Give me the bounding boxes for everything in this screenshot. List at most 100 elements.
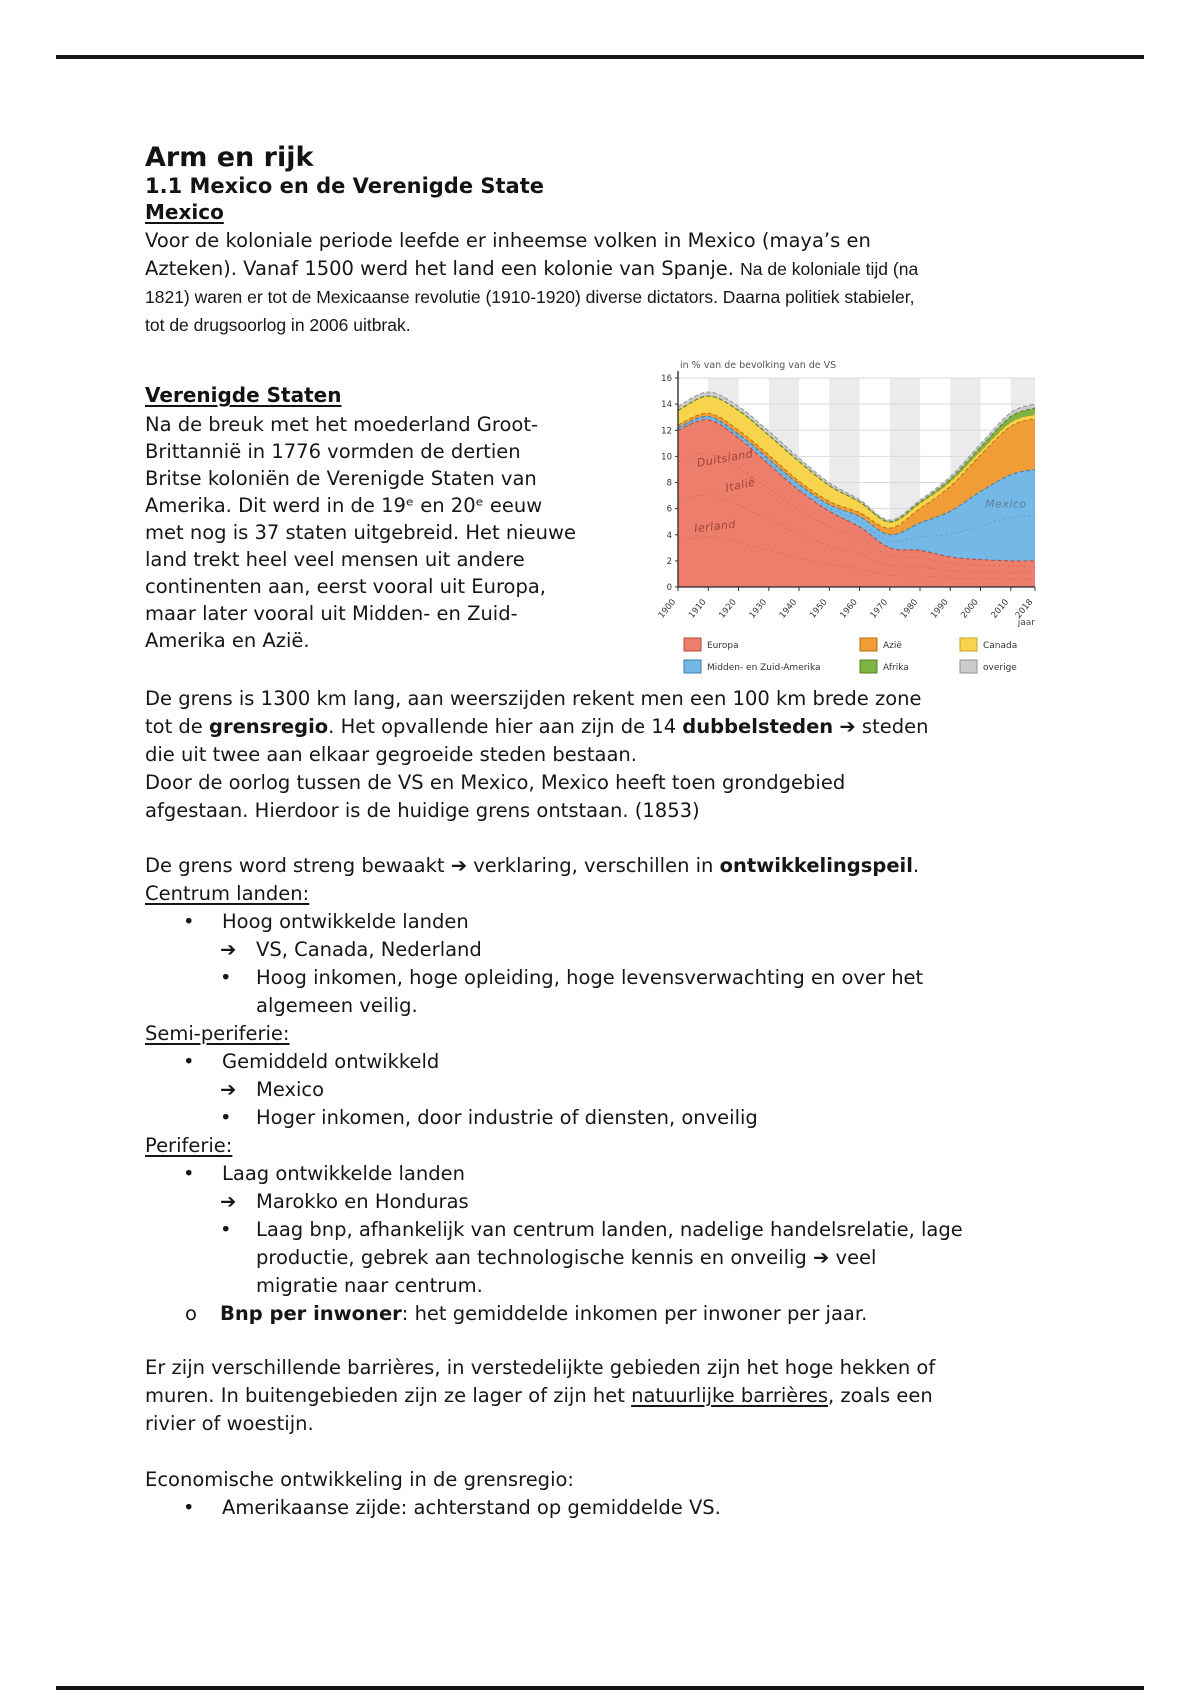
- y-tick-label: 16: [661, 374, 672, 384]
- y-tick-label: 8: [667, 479, 672, 489]
- list-item: • Gemiddeld ontwikkeld: [145, 1048, 1095, 1076]
- legend-item: overige: [959, 659, 1017, 674]
- boundary-5: [677, 391, 1036, 521]
- arrow-icon: ➔: [220, 1190, 237, 1213]
- x-tick-label: 2010: [990, 598, 1012, 621]
- svg-text:overige: overige: [983, 663, 1017, 673]
- bullet-icon: •: [183, 910, 195, 933]
- boundary-4: [677, 395, 1036, 523]
- list-item: • Hoger inkomen, door industrie of dienst…: [145, 1104, 1095, 1132]
- section-subtitle: 1.1 Mexico en de Verenigde State: [145, 174, 544, 198]
- page-bottom-rule: [56, 1686, 1144, 1690]
- bullet-icon: •: [183, 1496, 195, 1519]
- bullet-icon: •: [220, 1218, 232, 1241]
- x-tick-label: 1900: [657, 598, 679, 621]
- list-item: ➔ Mexico: [145, 1076, 1095, 1104]
- list-item-definition: o Bnp per inwoner: het gemiddelde inkomen…: [145, 1300, 1095, 1328]
- page-top-rule: [56, 55, 1144, 59]
- x-tick-label: 1910: [687, 598, 709, 621]
- svg-text:Europa: Europa: [707, 641, 739, 651]
- bullet-icon: •: [220, 966, 232, 989]
- legend-item: Afrika: [859, 659, 909, 674]
- midden-subline: [677, 417, 1036, 543]
- grens-text-1: De grens is 1300 km lang, aan weerszijde…: [145, 687, 922, 738]
- barrieres-text-2: , zoals een rivier of woestijn.: [145, 1384, 933, 1435]
- vs-paragraph: Na de breuk met het moederland Groot- Br…: [145, 413, 576, 652]
- x-axis-label: jaar: [1017, 618, 1036, 628]
- x-tick-label: 1920: [717, 598, 739, 621]
- periferie-label: Periferie:: [145, 1134, 233, 1157]
- svg-text:Azië: Azië: [883, 641, 902, 651]
- list-item: • Amerikaanse zijde: achterstand op gemid…: [145, 1494, 1095, 1522]
- legend-item: Europa: [683, 637, 739, 652]
- y-tick-label: 4: [667, 531, 672, 541]
- chart-annotation: Mexico: [985, 497, 1027, 510]
- semi-periferie-label: Semi-periferie:: [145, 1022, 290, 1045]
- list-item: • Hoog inkomen, hoge opleiding, hoge leve…: [220, 966, 924, 1017]
- chart-annotation: Ierland: [694, 518, 737, 535]
- econ-label: Economische ontwikkeling in de grensregi…: [145, 1468, 574, 1491]
- grensregio-term: grensregio: [209, 715, 329, 738]
- bnp-term: Bnp per inwoner: [220, 1302, 402, 1325]
- x-tick-label: 1980: [899, 598, 921, 621]
- y-tick-label: 14: [661, 400, 672, 410]
- y-tick-label: 12: [661, 426, 672, 436]
- x-tick-label: 1970: [869, 598, 891, 621]
- mexico-paragraph: Voor de koloniale periode leefde er inhe…: [145, 227, 1045, 339]
- classification-block: De grens word streng bewaakt ➔ verklarin…: [145, 852, 1095, 1328]
- x-tick-label: 1930: [748, 598, 770, 621]
- chart-title: in % van de bevolking van de VS: [680, 360, 836, 371]
- y-tick-label: 6: [667, 505, 672, 515]
- svg-text:Afrika: Afrika: [883, 663, 909, 673]
- centrum-label: Centrum landen:: [145, 882, 310, 905]
- natuurlijke-barrieres-term: natuurlijke barrières: [631, 1384, 829, 1407]
- list-item: • Laag ontwikkelde landen: [145, 1160, 1095, 1188]
- x-tick-label: 1990: [929, 598, 951, 621]
- list-item: ➔ Marokko en Honduras: [145, 1188, 1095, 1216]
- europa-subline: [677, 536, 1035, 580]
- list-item: ➔ VS, Canada, Nederland: [145, 936, 1095, 964]
- page-title: Arm en rijk: [145, 142, 314, 173]
- bullet-icon: •: [183, 1050, 195, 1073]
- area-0: [678, 419, 1035, 587]
- x-tick-label: 1950: [808, 598, 830, 621]
- x-tick-label: 1960: [838, 598, 860, 621]
- dubbelsteden-term: dubbelsteden: [682, 715, 834, 738]
- y-tick-label: 2: [667, 557, 672, 567]
- legend-item: Azië: [859, 637, 902, 652]
- grens-text-3: ➔ steden die uit twee aan elkaar gegroei…: [145, 715, 929, 822]
- bewaakt-text-1: De grens word streng bewaakt ➔ verklarin…: [145, 854, 720, 877]
- vs-heading: Verenigde Staten: [145, 383, 342, 407]
- mexico-paragraph-small: Na de koloniale tijd (na 1821) waren er …: [145, 259, 919, 335]
- grens-text-2: . Het opvallende hier aan zijn de 14: [328, 715, 683, 738]
- europa-subline: [677, 452, 1036, 567]
- svg-text:Canada: Canada: [983, 641, 1017, 651]
- bewaakt-text-2: .: [912, 854, 920, 877]
- legend-item: Midden- en Zuid-Amerika: [683, 659, 821, 674]
- arrow-icon: ➔: [220, 938, 237, 961]
- grens-paragraph: De grens is 1300 km lang, aan weerszijde…: [145, 685, 1085, 825]
- arrow-icon: ➔: [220, 1078, 237, 1101]
- barrieres-paragraph: Er zijn verschillende barrières, in vers…: [145, 1354, 1085, 1438]
- immigration-area-chart: Duitsland Italië Ierland Mexico 0 2 4 6 8 10 12 14 1…: [618, 345, 1048, 685]
- boundary-0: [677, 419, 1036, 562]
- bullet-icon: •: [220, 1106, 232, 1129]
- boundary-1: [677, 415, 1036, 536]
- bnp-definition: : het gemiddelde inkomen per inwoner per…: [401, 1302, 868, 1325]
- y-tick-label: 10: [661, 452, 672, 462]
- barrieres-text-1: Er zijn verschillende barrières, in vers…: [145, 1356, 936, 1407]
- list-item: • Hoog ontwikkelde landen: [145, 908, 1095, 936]
- y-tick-label: 0: [667, 583, 672, 593]
- chart-annotation: Italië: [724, 476, 756, 495]
- bewaakt-paragraph: De grens word streng bewaakt ➔ verklarin…: [145, 852, 1095, 880]
- ontwikkelingspeil-term: ontwikkelingspeil: [719, 854, 913, 877]
- mexico-paragraph-large: Voor de koloniale periode leefde er inhe…: [145, 229, 871, 280]
- bullet-icon: •: [183, 1162, 195, 1185]
- x-tick-label: 2000: [959, 598, 981, 621]
- x-tick-label: 1940: [778, 598, 800, 621]
- list-item: • Laag bnp, afhankelijk van centrum lande…: [220, 1218, 963, 1297]
- econ-list: • Amerikaanse zijde: achterstand op gemid…: [145, 1494, 1095, 1522]
- o-bullet-icon: o: [185, 1302, 197, 1325]
- mexico-heading: Mexico: [145, 200, 224, 224]
